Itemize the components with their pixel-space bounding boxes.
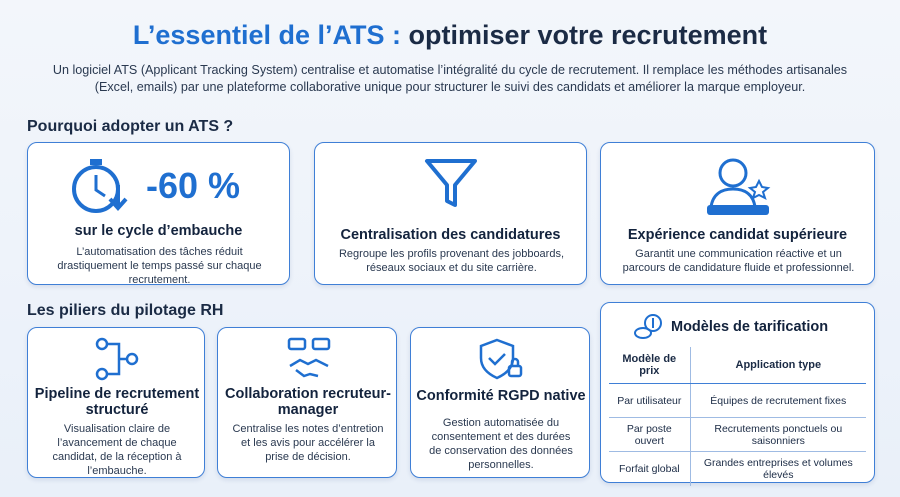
title-lead: L’essentiel de l’ATS : bbox=[132, 20, 401, 50]
section-title: Les piliers du pilotage RH bbox=[27, 302, 224, 319]
cell: Forfait global bbox=[609, 451, 691, 486]
cell: Équipes de recrutement fixes bbox=[690, 383, 866, 418]
cell: Par utilisateur bbox=[609, 383, 691, 418]
table-header: Modèle de prix Application type bbox=[609, 347, 866, 384]
card-text: Visualisation claire de l’avancement de … bbox=[52, 423, 182, 477]
card-text: Regroupe les profils provenant des jobbo… bbox=[338, 248, 565, 274]
card-text: Garantit une communication réactive et u… bbox=[622, 248, 855, 274]
funnel-icon bbox=[425, 159, 477, 207]
pricing-card: Modèles de tarification Modèle de prix Ap… bbox=[600, 302, 875, 486]
benefit-card: Centralisation des candidatures Regroupe… bbox=[314, 142, 587, 285]
card-text: Gestion automatisée du consentement et d… bbox=[429, 417, 573, 471]
pricing-title: Modèles de tarification bbox=[671, 319, 829, 335]
coins-icon bbox=[634, 314, 662, 339]
pricing-table: Modèle de prix Application type Par utili… bbox=[609, 347, 866, 486]
benefit-card: Expérience candidat supérieure Garantit … bbox=[600, 142, 875, 285]
intro: Un logiciel ATS (Applicant Tracking Syst… bbox=[52, 63, 848, 94]
pillar-card: Conformité RGPD native Gestion automatis… bbox=[410, 327, 590, 478]
pipeline-icon bbox=[95, 337, 139, 381]
cell: Grandes entreprises et volumes élevés bbox=[703, 456, 853, 481]
card-text: L’automatisation des tâches réduit drast… bbox=[57, 246, 262, 286]
pillar-card: Pipeline de recrutement structuré Visual… bbox=[27, 327, 205, 478]
pillar-card: Collaboration recruteur-manager Centrali… bbox=[217, 327, 397, 478]
card-title: sur le cycle d’embauche bbox=[74, 223, 243, 239]
table-row: Forfait global Grandes entreprises et vol… bbox=[609, 451, 866, 486]
shield-icon bbox=[479, 338, 523, 380]
page-title: L’essentiel de l’ATS : optimiser votre r… bbox=[0, 20, 900, 51]
card-title: Centralisation des candidatures bbox=[340, 227, 561, 243]
table-row: Par utilisateur Équipes de recrutement fi… bbox=[609, 383, 866, 418]
card-title: Collaboration recruteur-manager bbox=[225, 386, 391, 418]
title-rest: optimiser votre recrutement bbox=[408, 20, 768, 50]
table: Modèle de prix Application type Par utili… bbox=[609, 347, 866, 486]
header-cell: Application type bbox=[690, 347, 866, 384]
card-title: Pipeline de recrutement structuré bbox=[34, 386, 200, 418]
card-title: Expérience candidat supérieure bbox=[627, 227, 848, 243]
cell: Recrutements ponctuels ou saisonniers bbox=[690, 417, 866, 452]
stat: -60 % bbox=[146, 165, 241, 206]
section-title: Pourquoi adopter un ATS ? bbox=[27, 118, 234, 135]
benefit-card: -60 % sur le cycle d’embauche L’automati… bbox=[27, 142, 290, 286]
candidate-icon bbox=[707, 158, 771, 215]
handshake-icon bbox=[287, 337, 331, 378]
clock-icon bbox=[72, 159, 128, 213]
header-cell: Modèle de prix bbox=[609, 347, 691, 384]
card-text: Centralise les notes d’entretion et les … bbox=[232, 423, 384, 463]
card-title: Conformité RGPD native bbox=[416, 388, 586, 404]
table-row: Par poste ouvert Recrutements ponctuels o… bbox=[609, 417, 866, 452]
cell: Par poste ouvert bbox=[609, 417, 691, 452]
